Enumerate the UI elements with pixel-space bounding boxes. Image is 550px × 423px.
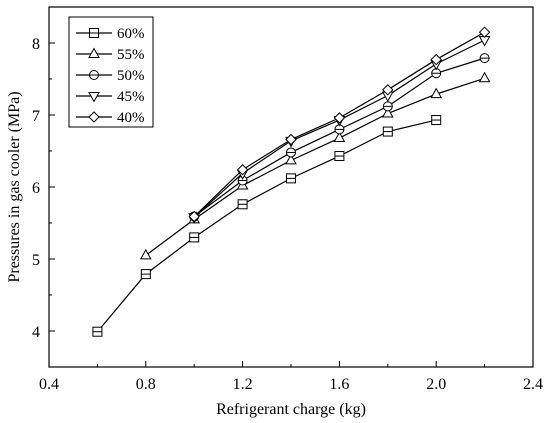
data-point-1-4 xyxy=(333,131,346,143)
x-tick-label-3: 1.6 xyxy=(329,376,349,393)
data-point-3-6 xyxy=(478,36,491,47)
axis-ticks: 0.4 0.8 1.2 1.6 2.0 2.4 4 5 6 7 8 xyxy=(32,6,543,393)
legend-label-0: 60% xyxy=(117,26,145,42)
legend-marker-4 xyxy=(88,111,100,123)
y-tick-label-3: 7 xyxy=(32,108,40,125)
data-point-4-0 xyxy=(188,210,200,223)
series-line-0 xyxy=(96,119,437,333)
y-tick-label-2: 6 xyxy=(32,180,40,197)
data-point-4-1 xyxy=(236,164,249,176)
series-60% xyxy=(92,115,442,337)
data-point-1-5 xyxy=(381,107,394,118)
data-point-1-3 xyxy=(285,153,297,165)
data-point-1-7 xyxy=(478,71,491,83)
x-tick-label-4: 2.0 xyxy=(426,376,446,393)
y-tick-label-4: 8 xyxy=(32,36,40,53)
x-axis-title: Refrigerant charge (kg) xyxy=(216,401,366,418)
legend-label-3: 45% xyxy=(117,89,145,105)
series-layer xyxy=(92,26,491,337)
legend-marker-3 xyxy=(88,92,100,103)
x-tick-label-5: 2.4 xyxy=(523,376,543,393)
data-point-4-3 xyxy=(333,112,346,124)
legend-box xyxy=(68,16,154,128)
x-tick-label-2: 1.2 xyxy=(233,376,253,393)
series-55% xyxy=(139,71,491,260)
x-tick-label-0: 0.4 xyxy=(39,376,59,393)
legend-label-4: 40% xyxy=(117,110,145,126)
legend: 60% 55% 50% 45% 40% xyxy=(68,16,154,128)
series-40% xyxy=(188,26,491,223)
legend-label-2: 50% xyxy=(117,68,145,84)
data-point-1-6 xyxy=(430,87,443,99)
data-point-4-2 xyxy=(285,133,297,146)
y-axis-title: Pressures in gas cooler (MPa) xyxy=(6,91,23,282)
data-point-4-6 xyxy=(478,26,491,38)
series-line-1 xyxy=(145,77,485,256)
legend-marker-1 xyxy=(88,47,100,58)
data-point-4-4 xyxy=(382,84,394,96)
y-tick-label-1: 5 xyxy=(32,252,40,269)
x-tick-label-1: 0.8 xyxy=(136,376,156,393)
data-point-1-0 xyxy=(139,248,152,260)
legend-label-1: 55% xyxy=(117,47,145,63)
y-tick-label-0: 4 xyxy=(32,324,40,341)
data-point-4-5 xyxy=(430,53,442,66)
